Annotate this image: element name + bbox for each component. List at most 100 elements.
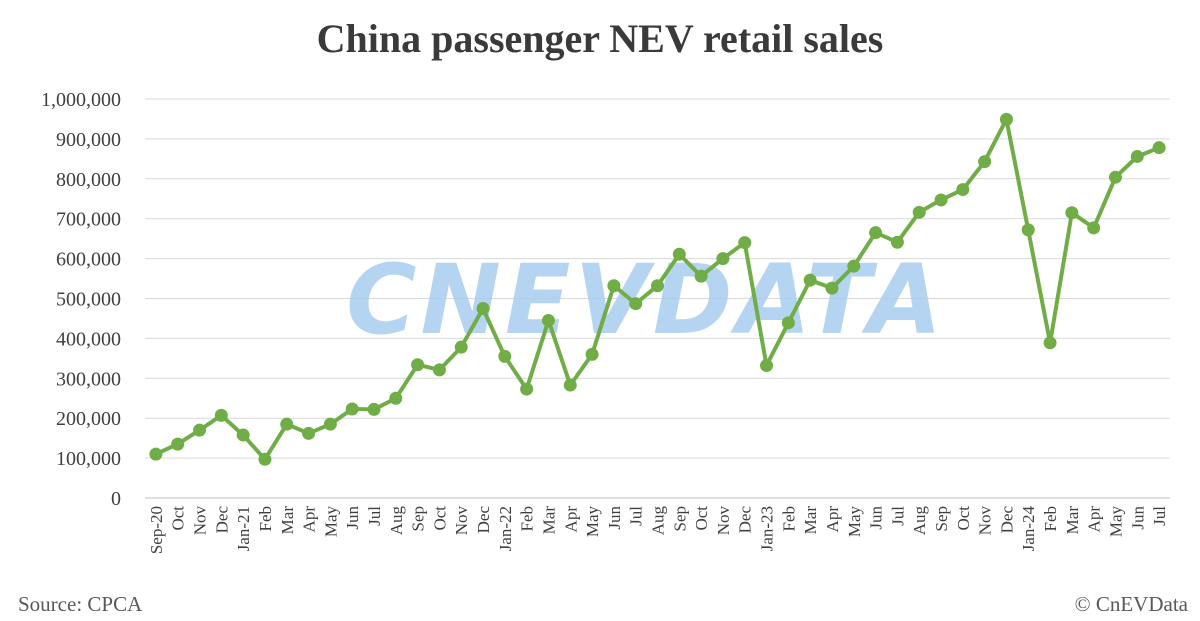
data-point bbox=[302, 426, 316, 440]
data-point bbox=[476, 301, 490, 315]
data-point bbox=[498, 349, 512, 363]
x-tick-label: Sep-20 bbox=[147, 506, 166, 554]
watermark: CNEVDATA bbox=[346, 244, 946, 356]
data-point bbox=[541, 313, 555, 327]
data-point bbox=[825, 281, 839, 295]
data-point bbox=[934, 193, 948, 207]
x-tick-label: Dec bbox=[474, 506, 493, 534]
x-tick-label: Mar bbox=[801, 506, 820, 535]
x-tick-label: Feb bbox=[518, 506, 537, 532]
data-point bbox=[1043, 336, 1057, 350]
x-tick-label: Jul bbox=[888, 506, 907, 526]
x-tick-label: Dec bbox=[997, 506, 1016, 534]
x-tick-label: Jan-21 bbox=[234, 506, 253, 551]
data-point bbox=[1087, 221, 1101, 235]
data-point bbox=[563, 378, 577, 392]
data-point bbox=[236, 428, 250, 442]
series-line-group bbox=[149, 112, 1166, 466]
data-point bbox=[978, 155, 992, 169]
data-point bbox=[738, 236, 752, 250]
data-point bbox=[694, 269, 708, 283]
data-point bbox=[585, 347, 599, 361]
x-tick-label: May bbox=[1106, 506, 1125, 538]
x-tick-label: Jul bbox=[365, 506, 384, 526]
data-point bbox=[672, 247, 686, 261]
x-tick-label: Sep bbox=[409, 506, 428, 532]
y-tick-label: 400,000 bbox=[56, 328, 121, 350]
data-point bbox=[912, 205, 926, 219]
x-tick-label: Oct bbox=[954, 506, 973, 531]
data-point bbox=[345, 402, 359, 416]
chart-title: China passenger NEV retail sales bbox=[317, 16, 884, 61]
data-point bbox=[193, 423, 207, 437]
data-point bbox=[389, 391, 403, 405]
data-point bbox=[149, 447, 163, 461]
y-tick-label: 100,000 bbox=[56, 448, 121, 470]
data-point bbox=[803, 273, 817, 287]
y-tick-label: 1,000,000 bbox=[41, 89, 121, 111]
x-tick-label: Mar bbox=[539, 506, 558, 535]
data-point bbox=[716, 252, 730, 266]
x-tick-label: Dec bbox=[736, 506, 755, 534]
data-point bbox=[607, 279, 621, 293]
x-tick-label: May bbox=[845, 506, 864, 538]
x-tick-label: Apr bbox=[1085, 506, 1104, 533]
x-tick-label: Aug bbox=[649, 506, 668, 536]
x-tick-label: Feb bbox=[779, 506, 798, 532]
data-point bbox=[171, 437, 185, 451]
x-tick-label: Jan-22 bbox=[496, 506, 515, 551]
x-tick-label: Apr bbox=[823, 506, 842, 533]
x-tick-label: Sep bbox=[670, 506, 689, 532]
source-note: Source: CPCA bbox=[18, 592, 143, 616]
x-tick-label: Oct bbox=[430, 506, 449, 531]
x-tick-label: Jan-24 bbox=[1019, 506, 1038, 552]
data-point bbox=[1152, 141, 1166, 155]
x-tick-label: Jul bbox=[1150, 506, 1169, 526]
x-tick-label: Feb bbox=[256, 506, 275, 532]
data-point bbox=[214, 408, 228, 422]
data-point bbox=[280, 417, 294, 431]
y-axis-tick-labels: 0 100,000 200,000 300,000 400,000 500,000 600,… bbox=[41, 89, 121, 510]
data-point bbox=[760, 359, 774, 373]
data-point bbox=[411, 358, 425, 372]
data-point bbox=[999, 112, 1013, 126]
y-tick-label: 600,000 bbox=[56, 249, 121, 271]
data-point bbox=[847, 259, 861, 273]
data-point bbox=[454, 340, 468, 354]
x-tick-label: Nov bbox=[452, 506, 471, 536]
x-tick-label: Aug bbox=[387, 506, 406, 536]
x-tick-label: Nov bbox=[976, 506, 995, 536]
gridlines bbox=[145, 98, 1170, 499]
y-tick-label: 900,000 bbox=[56, 129, 121, 151]
y-tick-label: 500,000 bbox=[56, 289, 121, 311]
data-point bbox=[956, 183, 970, 197]
y-tick-label: 700,000 bbox=[56, 209, 121, 231]
x-tick-label: Nov bbox=[714, 506, 733, 536]
data-point bbox=[890, 235, 904, 249]
x-axis-tick-labels: Sep-20 Oct Nov Dec Jan-21 Feb Mar Apr May Jun Jul A… bbox=[147, 506, 1169, 555]
x-tick-label: Jun bbox=[1128, 506, 1147, 530]
data-point bbox=[1065, 206, 1079, 220]
data-point bbox=[1108, 170, 1122, 184]
x-tick-label: Jul bbox=[627, 506, 646, 526]
x-tick-label: Aug bbox=[910, 506, 929, 536]
data-point bbox=[781, 316, 795, 330]
data-point bbox=[323, 417, 337, 431]
x-tick-label: Apr bbox=[561, 506, 580, 533]
x-tick-label: Jun bbox=[867, 506, 886, 530]
x-tick-label: Mar bbox=[278, 506, 297, 535]
data-point bbox=[258, 452, 272, 466]
data-point bbox=[432, 363, 446, 377]
x-tick-label: Jun bbox=[605, 506, 624, 530]
x-tick-label: Apr bbox=[300, 506, 319, 533]
x-tick-label: Jun bbox=[343, 506, 362, 530]
x-tick-label: Dec bbox=[212, 506, 231, 534]
data-point bbox=[869, 226, 883, 240]
x-tick-label: Sep bbox=[932, 506, 951, 532]
x-tick-label: Oct bbox=[692, 506, 711, 531]
x-tick-label: Feb bbox=[1041, 506, 1060, 532]
y-tick-label: 200,000 bbox=[56, 408, 121, 430]
x-tick-label: May bbox=[321, 506, 340, 538]
y-tick-label: 800,000 bbox=[56, 169, 121, 191]
